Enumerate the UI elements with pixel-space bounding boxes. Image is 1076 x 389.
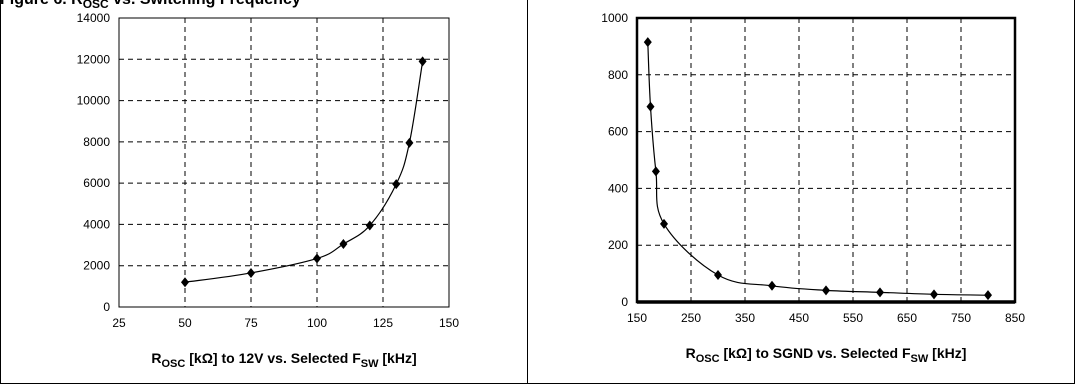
- y-tick-label: 0: [103, 300, 110, 314]
- data-point-marker: [365, 220, 374, 231]
- plot-frame: [118, 17, 450, 308]
- data-point-marker: [646, 101, 655, 112]
- x-tick-label: 75: [244, 316, 258, 330]
- data-point-marker: [418, 56, 427, 67]
- x-tick-label: 750: [951, 311, 971, 325]
- data-point-marker: [339, 239, 348, 250]
- plot-frame: [635, 16, 1017, 304]
- data-point-marker: [643, 37, 652, 48]
- data-point-marker: [876, 287, 884, 298]
- y-tick-label: 600: [608, 125, 628, 139]
- y-tick-label: 14000: [77, 11, 111, 25]
- data-point-marker: [714, 270, 722, 281]
- data-point-marker: [405, 137, 414, 148]
- series-line: [647, 42, 989, 296]
- chart-right: 150 250 350 450 550 650 750 850 0 200 400 600 800 100…: [601, 11, 1025, 365]
- y-tick-label: 0: [621, 295, 628, 309]
- data-point-marker: [660, 218, 668, 229]
- y-tick-label: 8000: [83, 135, 110, 149]
- y-tick-label: 800: [608, 68, 628, 82]
- chart-panel-right: 150 250 350 450 550 650 750 850 0 200 400 600 800 100…: [528, 0, 1075, 384]
- x-tick-label: 850: [1005, 311, 1025, 325]
- x-tick-label: 25: [112, 316, 126, 330]
- y-tick-label: 4000: [83, 217, 110, 231]
- y-tick-label: 6000: [83, 176, 110, 190]
- x-tick-label: 450: [789, 311, 809, 325]
- data-point-marker: [984, 290, 992, 301]
- figure-title: Figure 6. ROSC vs. Switching Frequency: [0, 0, 301, 12]
- data-point-marker: [313, 253, 321, 264]
- x-tick-label: 250: [681, 311, 701, 325]
- x-tick-label: 350: [735, 311, 755, 325]
- y-tick-label: 10000: [77, 94, 111, 108]
- chart-left: 25 50 75 100 125 150 0 2000 4000 6000 8000 10000 120…: [77, 11, 460, 370]
- data-point-marker: [768, 280, 776, 291]
- x-axis-label: ROSC [kΩ] to 12V vs. Selected FSW [kHz]: [151, 350, 416, 370]
- x-tick-label: 150: [627, 311, 647, 325]
- y-tick-label: 2000: [83, 259, 110, 273]
- chart-panel-left: 25 50 75 100 125 150 0 2000 4000 6000 8000 10000 120…: [0, 0, 528, 384]
- x-tick-label: 100: [307, 316, 327, 330]
- x-tick-label: 150: [439, 316, 459, 330]
- data-point-marker: [930, 289, 938, 300]
- data-point-marker: [822, 285, 830, 296]
- y-tick-label: 1000: [601, 11, 628, 25]
- data-point-marker: [392, 179, 401, 190]
- series-line: [184, 61, 424, 283]
- y-tick-label: 200: [608, 238, 628, 252]
- data-point-marker: [651, 166, 660, 177]
- x-tick-label: 550: [843, 311, 863, 325]
- data-point-marker: [181, 277, 189, 288]
- y-tick-label: 12000: [77, 52, 111, 66]
- x-axis-label: ROSC [kΩ] to SGND vs. Selected FSW [kHz]: [686, 345, 967, 365]
- x-tick-label: 50: [178, 316, 192, 330]
- y-tick-label: 400: [608, 181, 628, 195]
- x-tick-label: 650: [897, 311, 917, 325]
- data-point-marker: [247, 267, 255, 278]
- x-tick-label: 125: [373, 316, 393, 330]
